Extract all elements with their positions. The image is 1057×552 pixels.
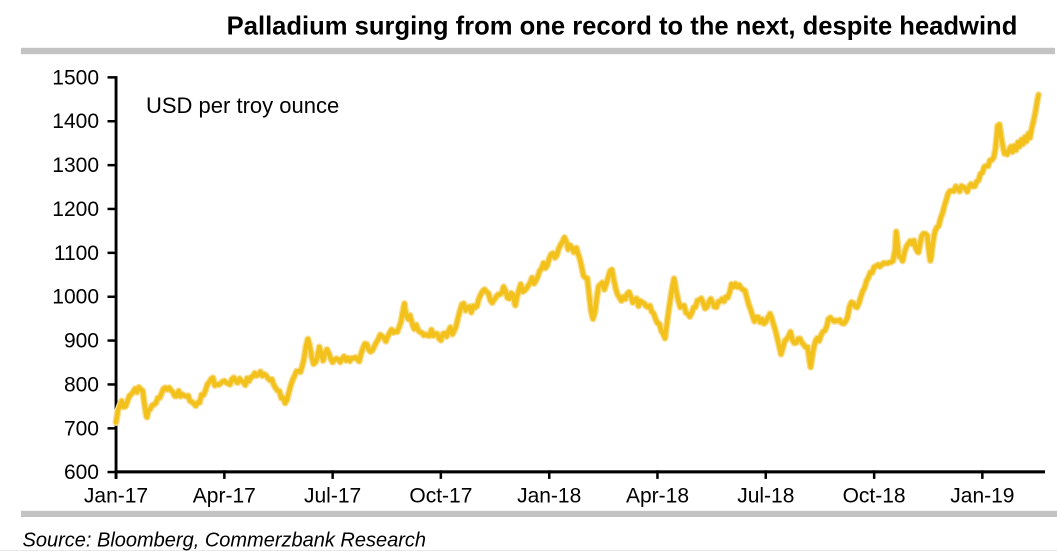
svg-text:Oct-18: Oct-18 [843,485,906,508]
svg-text:800: 800 [64,373,99,396]
svg-text:600: 600 [64,461,99,484]
svg-text:Jul-17: Jul-17 [304,485,361,508]
svg-text:Jan-19: Jan-19 [950,485,1014,508]
svg-text:Source: Bloomberg, Commerzbank: Source: Bloomberg, Commerzbank Research [23,530,427,552]
svg-text:1200: 1200 [52,198,99,221]
svg-text:700: 700 [64,417,99,440]
svg-text:Jan-18: Jan-18 [517,485,581,508]
svg-text:Apr-17: Apr-17 [193,485,256,508]
svg-text:Jul-18: Jul-18 [737,485,794,508]
svg-text:Palladium surging from one rec: Palladium surging from one record to the… [227,13,1018,41]
svg-text:USD per troy ounce: USD per troy ounce [146,93,339,118]
svg-text:1400: 1400 [52,110,99,133]
svg-text:1500: 1500 [52,66,99,89]
svg-text:1100: 1100 [54,242,99,265]
svg-text:900: 900 [64,330,99,353]
svg-text:Apr-18: Apr-18 [626,485,689,508]
svg-text:Oct-17: Oct-17 [409,485,472,508]
svg-text:1300: 1300 [52,154,99,177]
svg-text:1000: 1000 [52,286,99,309]
svg-text:Jan-17: Jan-17 [84,485,148,508]
